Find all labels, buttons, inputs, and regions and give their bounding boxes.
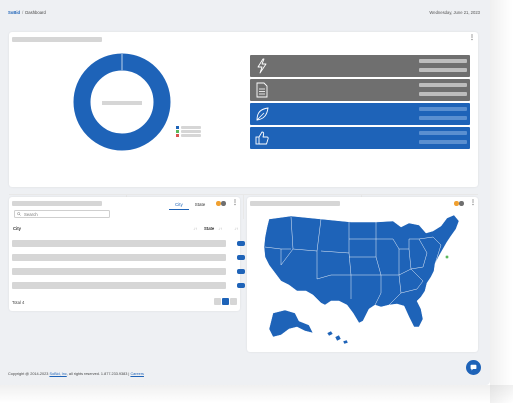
- table-row[interactable]: [12, 240, 226, 247]
- footer-copyright: Copyright @ 2014-2023: [8, 372, 50, 376]
- footer-careers-link[interactable]: Careers: [130, 372, 144, 376]
- stat-tile-leaf[interactable]: [250, 103, 470, 125]
- top-bar: SoBid / Dashboard Wednesday, June 21, 2023: [8, 8, 480, 16]
- breadcrumb-current: Dashboard: [25, 9, 46, 15]
- status-dot-gray: [221, 201, 226, 206]
- search-input[interactable]: Search: [14, 210, 110, 218]
- legend-item: [176, 134, 201, 138]
- table-row[interactable]: [12, 254, 226, 261]
- table-row[interactable]: [12, 268, 226, 275]
- chat-button[interactable]: [466, 360, 481, 375]
- status-dot-gray: [459, 201, 464, 206]
- breadcrumb: SoBid / Dashboard: [8, 10, 46, 15]
- table-row[interactable]: [12, 282, 226, 289]
- column-header-city[interactable]: City: [13, 226, 21, 231]
- row-status-pill: [237, 255, 245, 260]
- page-shadow-bottom: [0, 385, 513, 403]
- more-options-icon[interactable]: ⋮: [232, 200, 238, 206]
- more-options-icon[interactable]: ⋮: [470, 200, 476, 206]
- donut-center-placeholder: [102, 101, 142, 105]
- summary-card: ⋮: [9, 32, 478, 219]
- search-placeholder: Search: [24, 211, 38, 217]
- breadcrumb-home-link[interactable]: SoBid: [8, 9, 21, 15]
- city-state-toggle: City State: [169, 200, 211, 210]
- us-mainland: [263, 214, 460, 328]
- chart-legend: [176, 126, 201, 139]
- cities-card: City State ⋮ Search City ↓↑ State ↓↑ ↓↑ …: [9, 197, 245, 311]
- hawaii-3: [342, 339, 349, 345]
- stat-tile-thumbs-up[interactable]: [250, 127, 470, 149]
- breadcrumb-separator: /: [22, 9, 24, 15]
- sort-icon[interactable]: ↓↑: [193, 226, 197, 231]
- card-title-placeholder: [12, 37, 102, 42]
- row-status-pill: [237, 283, 245, 288]
- search-icon: [17, 212, 21, 216]
- more-options-icon[interactable]: ⋮: [469, 35, 475, 41]
- hawaii-2: [334, 334, 342, 342]
- row-status-pill: [237, 269, 245, 274]
- status-dot-orange: [454, 201, 459, 206]
- tab-state[interactable]: State: [194, 202, 206, 207]
- current-date: Wednesday, June 21, 2023: [429, 9, 480, 15]
- map-marker: [445, 255, 449, 259]
- column-header-state[interactable]: State: [204, 226, 215, 231]
- map-card: ⋮: [247, 197, 478, 352]
- page-shadow-right: [490, 0, 513, 403]
- legend-item: [176, 126, 201, 129]
- dashboard-app: SoBid / Dashboard Wednesday, June 21, 2023…: [0, 0, 490, 385]
- lightning-icon: [257, 58, 267, 74]
- sort-icon[interactable]: ↓↑: [218, 226, 222, 231]
- pagination-next-button[interactable]: [230, 298, 237, 305]
- donut-chart: [72, 52, 172, 154]
- sort-icon[interactable]: ↓↑: [234, 226, 238, 231]
- document-icon: [256, 82, 268, 98]
- us-map[interactable]: [251, 209, 473, 349]
- thumbs-up-icon: [255, 131, 269, 145]
- leaf-icon: [256, 107, 269, 121]
- card-title-placeholder: [250, 201, 340, 206]
- tab-city[interactable]: City: [169, 200, 189, 210]
- chat-icon: [470, 364, 477, 371]
- pagination-prev-button[interactable]: [214, 298, 221, 305]
- stat-tile-document[interactable]: [250, 79, 470, 101]
- footer-contact: , all rights reserved. 1.877.233.9383 |: [66, 372, 131, 376]
- footer: Copyright @ 2014-2023 SoBid, Inc, all ri…: [8, 372, 144, 376]
- card-title-placeholder: [12, 201, 102, 206]
- table-total: Total 4: [12, 300, 25, 305]
- alaska: [268, 309, 314, 338]
- footer-company-link[interactable]: SoBid, Inc: [49, 372, 67, 376]
- status-dot-orange: [216, 201, 221, 206]
- pagination-page-button[interactable]: [222, 298, 229, 305]
- row-status-pill: [237, 241, 245, 246]
- stat-tile-lightning[interactable]: [250, 55, 470, 77]
- hawaii-1: [326, 330, 334, 337]
- legend-item: [176, 130, 201, 134]
